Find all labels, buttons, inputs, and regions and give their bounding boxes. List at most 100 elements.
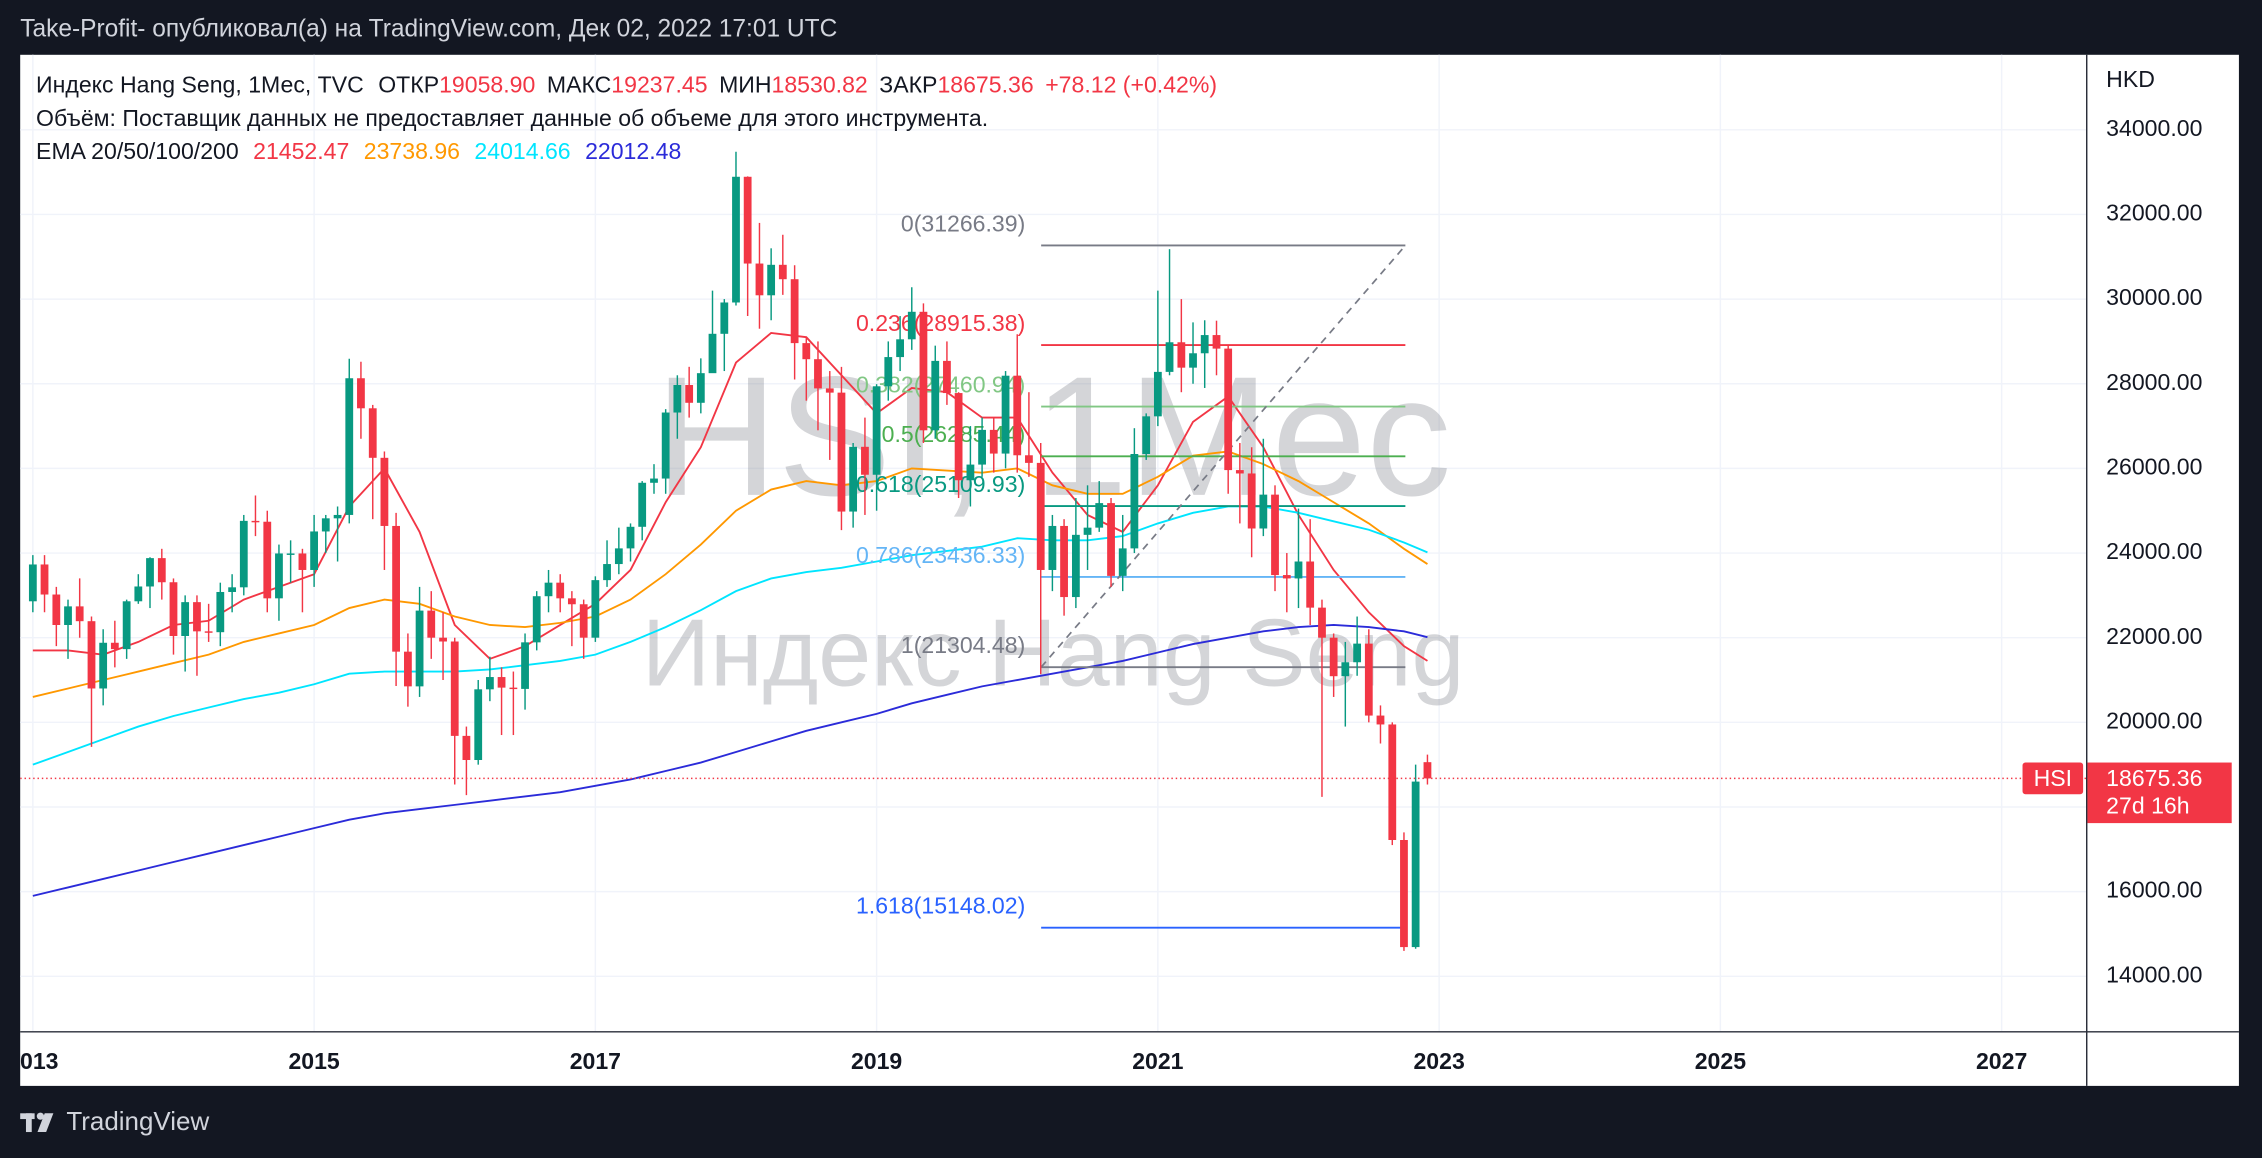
candle-body xyxy=(134,586,143,602)
y-tick-label: 26000.00 xyxy=(2106,453,2202,479)
ohlc-value: 19237.45 xyxy=(611,72,707,98)
candle-body xyxy=(169,582,178,636)
candle-body xyxy=(638,482,647,527)
candle-body xyxy=(626,526,635,549)
candle-body xyxy=(1200,335,1209,354)
candle-body xyxy=(767,264,776,296)
fib-label: 0.236(28915.38) xyxy=(856,310,1025,336)
candle-body xyxy=(532,596,541,643)
fib-label: 0.618(25109.93) xyxy=(856,471,1025,497)
ema-title: EMA 20/50/100/200 xyxy=(36,138,239,164)
x-tick-label: 2015 xyxy=(288,1048,339,1074)
candle-body xyxy=(1107,503,1115,576)
candle-body xyxy=(814,359,822,389)
candle-body xyxy=(1130,454,1139,549)
fib-label: 1.618(15148.02) xyxy=(856,893,1025,919)
candle-body xyxy=(556,582,565,599)
symbol-tag-text: HSI xyxy=(2034,765,2072,791)
candle-body xyxy=(275,553,283,599)
candle-body xyxy=(321,518,330,532)
candle-body xyxy=(1318,607,1326,638)
change-value: +78.12 (+0.42%) xyxy=(1045,72,1217,98)
candle-body xyxy=(1177,342,1186,368)
fib-label: 0(31266.39) xyxy=(901,210,1025,236)
candle-body xyxy=(1247,473,1256,529)
candle-body xyxy=(392,525,400,652)
candle-body xyxy=(1095,503,1104,528)
candle-body xyxy=(427,610,436,638)
ema-value: 24014.66 xyxy=(474,138,570,164)
candle-body xyxy=(954,393,963,481)
candle-body xyxy=(497,677,506,688)
candle-body xyxy=(1142,416,1151,455)
candle-body xyxy=(263,521,272,599)
candle-body xyxy=(239,520,248,588)
candle-body xyxy=(732,176,740,303)
candle-body xyxy=(802,343,811,360)
candle-body xyxy=(181,602,190,636)
candle-body xyxy=(1013,375,1022,456)
candle-body xyxy=(228,587,237,592)
candle-body xyxy=(708,333,717,374)
x-tick-label: 2017 xyxy=(570,1048,621,1074)
ohlc-value: 19058.90 xyxy=(439,72,535,98)
price-tag xyxy=(2087,762,2232,824)
ema-line xyxy=(32,450,1428,698)
watermark: HSI, 1Мес xyxy=(655,342,1451,532)
candle-body xyxy=(1048,525,1057,570)
candle-body xyxy=(1071,534,1080,598)
currency: HKD xyxy=(2106,66,2155,92)
candle-body xyxy=(790,279,799,344)
candle-body xyxy=(474,689,483,761)
candle-body xyxy=(509,687,518,690)
candle-body xyxy=(1235,470,1244,474)
countdown-text: 27d 16h xyxy=(2106,792,2189,818)
y-tick-label: 16000.00 xyxy=(2106,877,2202,903)
candle-body xyxy=(1306,561,1315,608)
candle-body xyxy=(603,564,611,581)
candle-body xyxy=(333,514,342,519)
candle-body xyxy=(345,378,354,515)
candle-body xyxy=(146,558,154,587)
chart-panel xyxy=(20,54,2239,1086)
candle-body xyxy=(1083,527,1092,535)
candle-body xyxy=(485,677,494,690)
candle-body xyxy=(1341,662,1350,677)
time-axis: 2013 2015 2017 2019 2021 2023 2025 2027 xyxy=(7,1048,2027,1074)
candle-body xyxy=(978,429,986,465)
fib-label: 1(21304.48) xyxy=(901,632,1025,658)
fib-label: 0.382(27460.94) xyxy=(856,371,1025,397)
ohlc-value: 18530.82 xyxy=(772,72,868,98)
candle-body xyxy=(743,176,752,264)
price-tag-text: 18675.36 xyxy=(2106,765,2202,791)
candle-body xyxy=(251,520,260,523)
candle-body xyxy=(614,548,623,565)
candle-body xyxy=(415,610,424,687)
symbol-name: Индекс Hang Seng, 1Мес, TVC xyxy=(36,72,364,98)
y-tick-label: 20000.00 xyxy=(2106,707,2202,733)
candle-body xyxy=(1364,643,1373,716)
candle-body xyxy=(872,386,881,475)
candle-body xyxy=(1376,715,1385,725)
candle-body xyxy=(28,564,37,602)
candle-body xyxy=(861,446,869,475)
x-tick-label: 2021 xyxy=(1132,1048,1183,1074)
candle-body xyxy=(825,388,834,393)
candle-body xyxy=(989,429,998,454)
candle-body xyxy=(1411,781,1420,948)
candle-body xyxy=(884,357,893,387)
ohlc-key: ОТКР xyxy=(378,72,439,98)
candle-body xyxy=(943,360,951,394)
candle-body xyxy=(1025,455,1033,463)
y-tick-label: 28000.00 xyxy=(2106,369,2202,395)
x-tick-label: 2025 xyxy=(1695,1048,1746,1074)
x-tick-label: 2013 xyxy=(7,1048,58,1074)
candle-body xyxy=(720,302,729,334)
ema-line xyxy=(32,624,1428,897)
symbol-tag xyxy=(2022,762,2084,795)
candle-body xyxy=(286,553,295,555)
x-tick-label: 2027 xyxy=(1976,1048,2027,1074)
candle-body xyxy=(1423,762,1432,779)
candle-body xyxy=(1189,353,1197,368)
ema-value: 22012.48 xyxy=(585,138,681,164)
